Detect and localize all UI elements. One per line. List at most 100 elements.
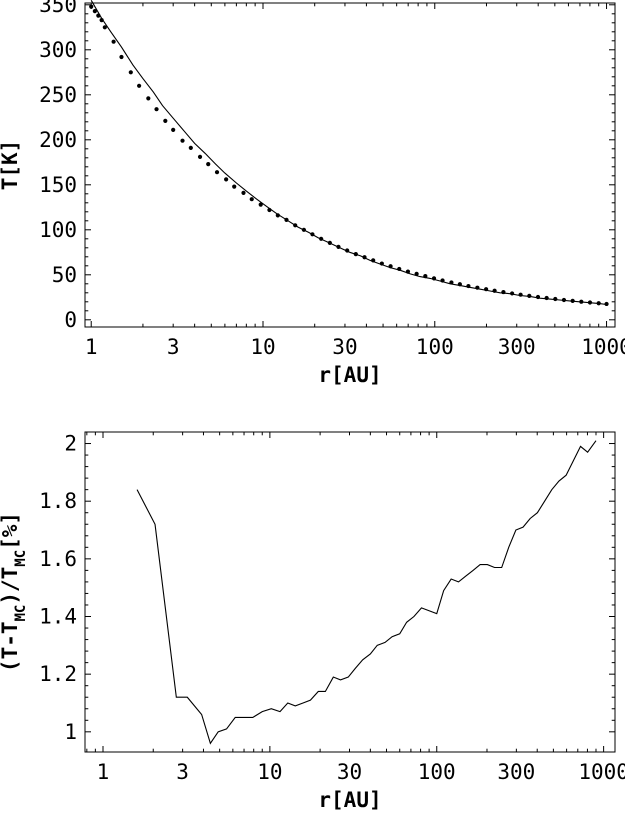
data-point (510, 291, 515, 296)
data-point (146, 96, 151, 101)
data-point (596, 301, 601, 306)
y-tick-label: 0 (64, 308, 77, 332)
data-point (154, 107, 159, 112)
x-tick-label: 300 (497, 760, 535, 784)
data-point (171, 127, 176, 132)
data-point (345, 248, 350, 253)
x-tick-label: 30 (337, 760, 362, 784)
x-tick-label: 1000 (578, 760, 625, 784)
data-point (232, 184, 237, 189)
y-tick-label: 1.6 (39, 547, 77, 571)
x-tick-label: 100 (418, 760, 456, 784)
y-axis-title-part: (T-T (0, 622, 22, 673)
x-tick-label: 10 (250, 335, 275, 359)
data-point (319, 236, 324, 241)
data-point (197, 154, 203, 159)
y-tick-label: 200 (39, 128, 77, 152)
data-point (327, 240, 332, 245)
data-point (423, 274, 428, 279)
data-point (544, 295, 549, 301)
y-tick-label: 1 (64, 720, 77, 744)
data-point (301, 227, 306, 232)
y-tick-label: 350 (39, 0, 77, 17)
data-point (587, 300, 593, 305)
x-tick-label: 10 (257, 760, 282, 784)
x-tick-label: 1 (97, 760, 110, 784)
data-point (284, 217, 289, 222)
data-point (353, 252, 358, 257)
series-line (136, 440, 597, 745)
y-axis-title-part: MC (13, 605, 29, 622)
data-point (561, 297, 567, 303)
data-point (431, 276, 437, 281)
data-point (492, 288, 497, 293)
data-point (475, 285, 480, 290)
data-point (371, 258, 376, 263)
data-point (249, 197, 254, 202)
data-point (362, 255, 367, 260)
y-tick-label: 100 (39, 218, 77, 242)
y-axis-title-part: [%] (0, 512, 22, 550)
data-point (275, 213, 280, 218)
y-tick-label: 1.4 (39, 605, 77, 629)
y-tick-label: 50 (52, 263, 77, 287)
y-tick-label: 250 (39, 83, 77, 107)
data-point (379, 261, 384, 266)
series-line (90, 0, 607, 306)
x-axis-title: r[AU] (318, 363, 381, 387)
data-point (440, 278, 445, 283)
data-point (258, 202, 263, 207)
data-point (128, 70, 133, 75)
data-point (206, 162, 211, 167)
data-point (501, 289, 506, 295)
y-tick-label: 150 (39, 173, 77, 197)
x-tick-label: 3 (176, 760, 189, 784)
plot-frame (84, 431, 616, 753)
x-tick-label: 1 (85, 335, 98, 359)
data-point (224, 177, 229, 182)
y-axis-title-part: MC (13, 550, 29, 567)
data-point (604, 301, 609, 307)
data-point (518, 292, 523, 297)
data-point (310, 232, 315, 237)
x-tick-label: 1000 (581, 335, 625, 359)
data-point (96, 13, 101, 18)
data-point (89, 4, 94, 9)
y-axis-title: T[K] (0, 140, 22, 191)
y-tick-label: 1.8 (39, 489, 77, 513)
data-point (188, 145, 193, 150)
y-tick-label: 2 (64, 432, 77, 456)
data-point (214, 170, 220, 175)
y-axis-title-part: )/T (0, 567, 22, 605)
data-point (336, 244, 341, 249)
y-tick-label: 300 (39, 38, 77, 62)
data-point (535, 294, 541, 300)
x-tick-label: 30 (332, 335, 357, 359)
data-point (579, 299, 584, 304)
data-point (466, 283, 471, 289)
data-point (457, 282, 462, 287)
data-point (553, 296, 558, 302)
y-axis-title: (T-TMC)/TMC[%] (0, 512, 29, 672)
x-tick-label: 3 (167, 335, 180, 359)
data-point (414, 271, 419, 276)
data-point (388, 264, 393, 269)
data-point (267, 207, 272, 213)
data-point (99, 18, 104, 23)
data-point (527, 293, 532, 298)
data-point (241, 190, 246, 195)
data-point (119, 54, 124, 60)
data-point (449, 280, 454, 285)
x-tick-label: 100 (416, 335, 454, 359)
data-point (137, 83, 142, 88)
data-point (92, 9, 97, 14)
data-point (293, 223, 298, 228)
y-tick-label: 1.2 (39, 662, 77, 686)
data-point (111, 39, 116, 44)
data-point (180, 138, 185, 143)
data-point (570, 298, 575, 303)
data-point (397, 266, 402, 272)
plot-frame (84, 2, 616, 328)
data-point (163, 118, 168, 123)
